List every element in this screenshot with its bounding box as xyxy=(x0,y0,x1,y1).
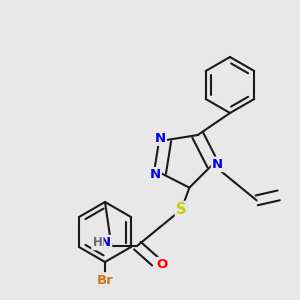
Text: H: H xyxy=(92,236,102,249)
Text: N: N xyxy=(212,158,223,171)
Text: O: O xyxy=(157,258,168,271)
Text: N: N xyxy=(100,236,111,249)
Text: N: N xyxy=(149,168,161,181)
Text: Br: Br xyxy=(97,274,113,286)
Text: N: N xyxy=(154,132,166,145)
Text: S: S xyxy=(176,202,187,217)
